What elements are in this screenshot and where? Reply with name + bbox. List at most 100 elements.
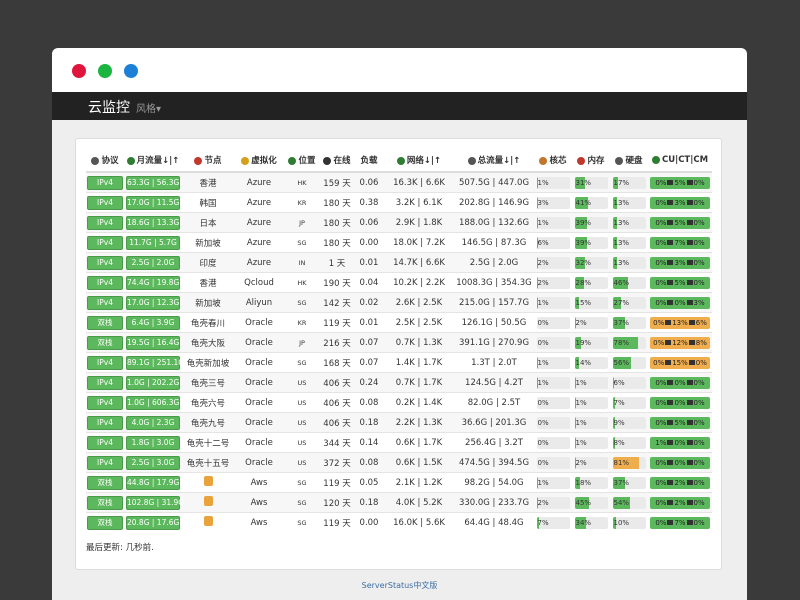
footer-link[interactable]: ServerStatus中文版 <box>361 581 438 590</box>
cell: 45% <box>572 492 610 513</box>
cell: 54% <box>610 492 648 513</box>
carrier-value: 0% <box>695 358 707 367</box>
cell-text: Aws <box>250 517 268 528</box>
menu-label[interactable]: 风格 <box>136 104 156 115</box>
usage-bar: 1% <box>574 396 608 409</box>
cell: 1% <box>572 432 610 453</box>
header-text: 负载 <box>360 156 378 166</box>
cell: 372 天 <box>320 452 354 473</box>
cell-text: 344 天 <box>323 438 351 449</box>
cell: 7% <box>534 512 572 532</box>
cell: 142 天 <box>320 292 354 313</box>
usage-fill <box>574 216 588 229</box>
cell-text: 330.0G | 233.7G <box>458 497 530 508</box>
style-menu[interactable]: 风格▾ <box>136 104 162 115</box>
cell-text: 0.18 <box>359 497 379 508</box>
cell: Oracle <box>234 332 284 353</box>
cell-text: 406 天 <box>323 418 351 429</box>
carrier-value: 7% <box>674 238 686 247</box>
usage-bar: 28% <box>574 276 608 289</box>
column-header: 在线 <box>320 149 354 173</box>
cell-text: 119 天 <box>323 478 351 489</box>
carrier-value: 0% <box>655 398 667 407</box>
server-row: 双栈 20.8G | 17.6G Aws SG 119 天 0.00 16.0K | 5.6… <box>86 512 712 532</box>
cell: 216 天 <box>320 332 354 353</box>
carrier-icon <box>686 460 693 465</box>
carrier-icon <box>667 240 674 245</box>
usage-fill <box>612 516 616 529</box>
cell: 0.08 <box>354 392 384 413</box>
usage-text: 6% <box>613 378 625 387</box>
cell-text: 2.2K | 1.3K <box>395 417 443 428</box>
protocol-badge: IPv4 <box>87 375 123 390</box>
usage-text: 6% <box>537 238 549 247</box>
cell: 0.7K | 1.7K <box>384 372 454 393</box>
header-text: 内存 <box>587 156 605 166</box>
close-dot[interactable] <box>72 64 86 78</box>
usage-text: 0% <box>537 318 549 327</box>
cell-text: 0.07 <box>359 337 379 348</box>
usage-fill <box>536 276 538 289</box>
brand[interactable]: 云监控 <box>88 100 130 116</box>
cell: 37% <box>610 312 648 333</box>
header-icon <box>288 156 297 165</box>
cell: 龟壳三号 <box>182 372 234 393</box>
cell: 406 天 <box>320 372 354 393</box>
usage-bar: 0% <box>536 396 570 409</box>
cell: Azure <box>234 212 284 233</box>
cell: 0% <box>534 332 572 353</box>
usage-bar: 13% <box>612 256 646 269</box>
column-header: 内存 <box>572 149 610 173</box>
carrier-value: 0% <box>693 518 705 527</box>
cell: 82.0G | 2.5T <box>454 392 534 413</box>
header-text: 核芯 <box>549 156 567 166</box>
cell: Aws <box>234 512 284 532</box>
usage-fill <box>612 436 616 449</box>
usage-text: 2% <box>575 318 587 327</box>
cell: 406 天 <box>320 392 354 413</box>
usage-bar: 7% <box>536 516 570 529</box>
header-icon <box>539 156 548 165</box>
cell: 龟壳六号 <box>182 392 234 413</box>
cell: 0.6K | 1.7K <box>384 432 454 453</box>
usage-bar: 8% <box>612 436 646 449</box>
location: US <box>297 398 307 407</box>
cell: 0% 13% 6% <box>648 312 712 333</box>
cell: 180 天 <box>320 212 354 233</box>
column-header: 协议 <box>86 149 124 173</box>
cell: 146.5G | 87.3G <box>454 232 534 253</box>
cell-text: 372 天 <box>323 458 351 469</box>
cell: 龟壳新加坡 <box>182 352 234 373</box>
cell: 14% <box>572 352 610 373</box>
cell-text: Oracle <box>245 457 273 468</box>
usage-bar: 10% <box>612 516 646 529</box>
cell-text: 190 天 <box>323 278 351 289</box>
location: SG <box>297 498 307 507</box>
carrier-loss: 0% 7% 0% <box>650 516 710 529</box>
cell: 36.6G | 201.3G <box>454 412 534 433</box>
cell: 4.0G | 2.3G <box>124 412 182 433</box>
cell: 0% 7% 0% <box>648 232 712 253</box>
usage-text: 13% <box>613 198 630 207</box>
cell: US <box>284 432 320 453</box>
cell: 龟壳十五号 <box>182 452 234 473</box>
cell: IPv4 <box>86 232 124 253</box>
server-row: 双栈 44.8G | 17.9G Aws SG 119 天 0.05 2.1K | 1.2K… <box>86 472 712 493</box>
max-dot[interactable] <box>124 64 138 78</box>
usage-text: 0% <box>537 438 549 447</box>
cell: 1% <box>534 212 572 233</box>
cell-text: 474.5G | 394.5G <box>458 457 530 468</box>
usage-text: 1% <box>575 418 587 427</box>
min-dot[interactable] <box>98 64 112 78</box>
cell: IPv4 <box>86 292 124 313</box>
cell-text: 4.0K | 5.2K <box>395 497 443 508</box>
cell: 37% <box>610 472 648 493</box>
cell-text: 180 天 <box>323 198 351 209</box>
cell-text: 507.5G | 447.0G <box>458 177 530 188</box>
carrier-value: 0% <box>674 458 686 467</box>
protocol-badge: IPv4 <box>87 415 123 430</box>
usage-text: 32% <box>575 258 592 267</box>
cell: US <box>284 372 320 393</box>
carrier-icon <box>686 200 693 205</box>
location: SG <box>297 298 307 307</box>
